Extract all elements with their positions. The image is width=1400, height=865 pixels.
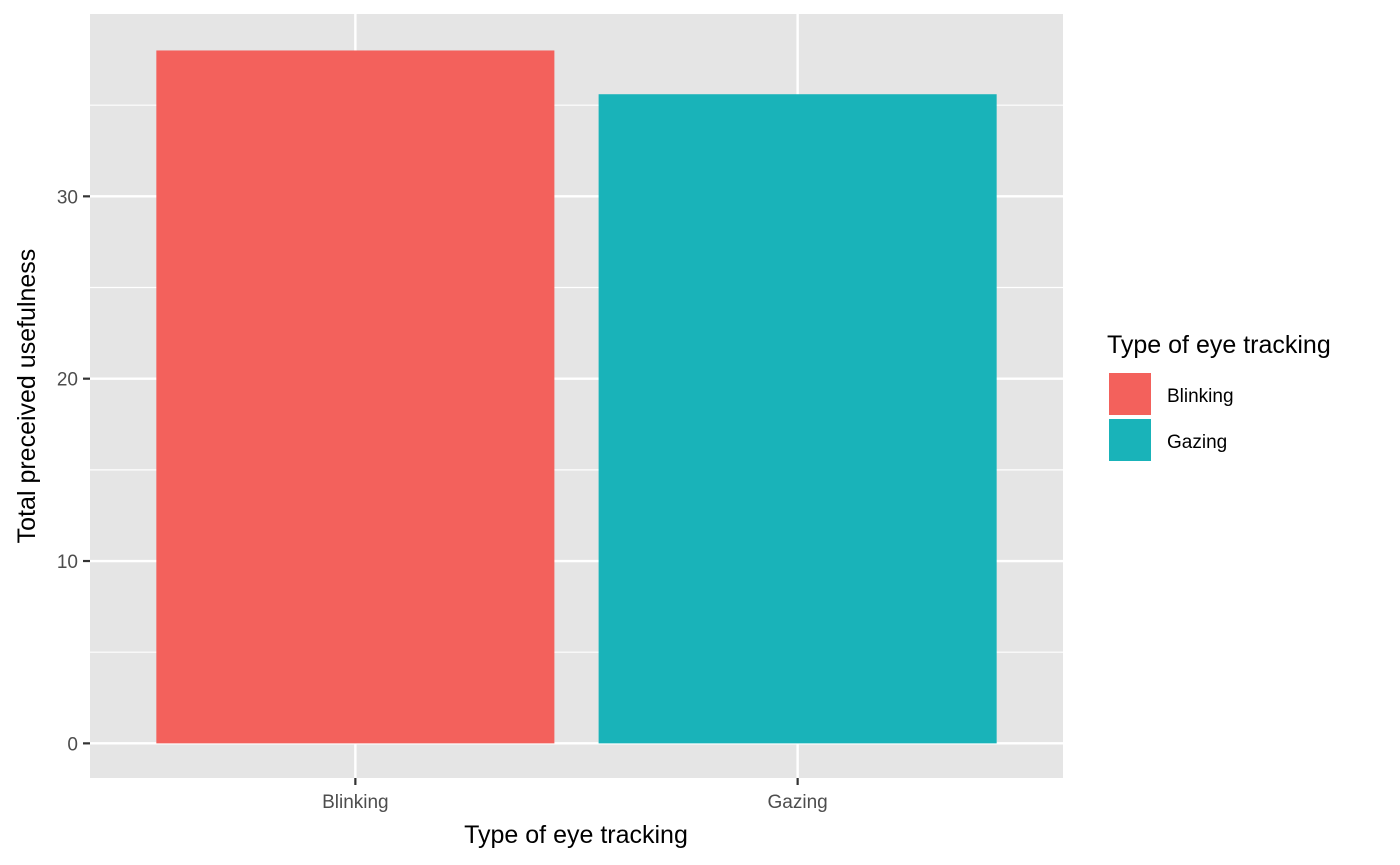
bar-blinking xyxy=(156,50,555,744)
y-tick-label: 10 xyxy=(57,552,78,573)
legend: Type of eye tracking Blinking Gazing xyxy=(1107,331,1331,461)
y-tick-label: 0 xyxy=(67,734,78,755)
y-axis-title: Total preceived usefulness xyxy=(13,249,41,544)
legend-key-gazing xyxy=(1109,419,1151,461)
y-tick-label: 30 xyxy=(57,187,78,208)
x-tick-label: Gazing xyxy=(768,792,828,813)
legend-key-blinking xyxy=(1109,373,1151,415)
legend-label-blinking: Blinking xyxy=(1167,386,1234,407)
legend-label-gazing: Gazing xyxy=(1167,432,1227,453)
y-axis: 0 10 20 30 xyxy=(57,187,90,755)
bar-gazing xyxy=(598,94,997,744)
bars xyxy=(156,50,997,744)
x-axis: Blinking Gazing xyxy=(322,778,828,813)
legend-title: Type of eye tracking xyxy=(1107,331,1331,359)
x-axis-title: Type of eye tracking xyxy=(464,821,688,849)
y-tick-label: 20 xyxy=(57,370,78,391)
x-tick-label: Blinking xyxy=(322,792,389,813)
